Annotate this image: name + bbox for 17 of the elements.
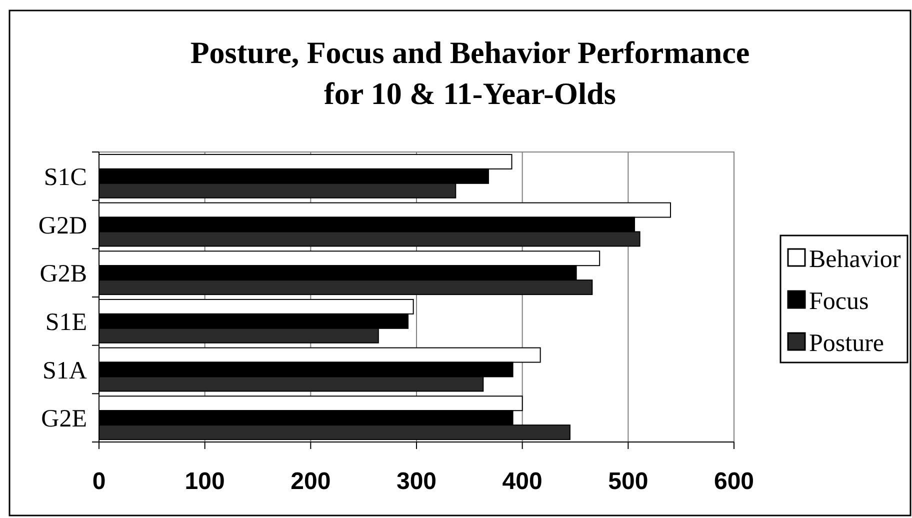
y-tick-label: G2D	[38, 212, 87, 240]
y-tick-label: G2E	[41, 406, 87, 433]
x-tick-label: 400	[502, 468, 542, 495]
y-tick-label: S1A	[42, 357, 87, 384]
y-tick-label: G2B	[40, 260, 87, 288]
x-tick-label: 200	[290, 468, 331, 495]
legend-label: Behavior	[809, 246, 902, 273]
legend-label: Posture	[809, 330, 884, 357]
legend-label: Focus	[809, 288, 869, 315]
x-tick-label: 100	[184, 468, 225, 495]
x-tick-label: 600	[714, 468, 754, 495]
x-tick-label: 500	[608, 468, 648, 495]
y-tick-label: S1C	[44, 164, 87, 191]
x-tick-label: 300	[396, 468, 437, 495]
x-tick-label: 0	[92, 468, 106, 495]
y-tick-label: S1E	[45, 308, 87, 336]
chart-title: Posture, Focus and Behavior Performance for 10 & 11-Year-Olds	[190, 35, 750, 111]
